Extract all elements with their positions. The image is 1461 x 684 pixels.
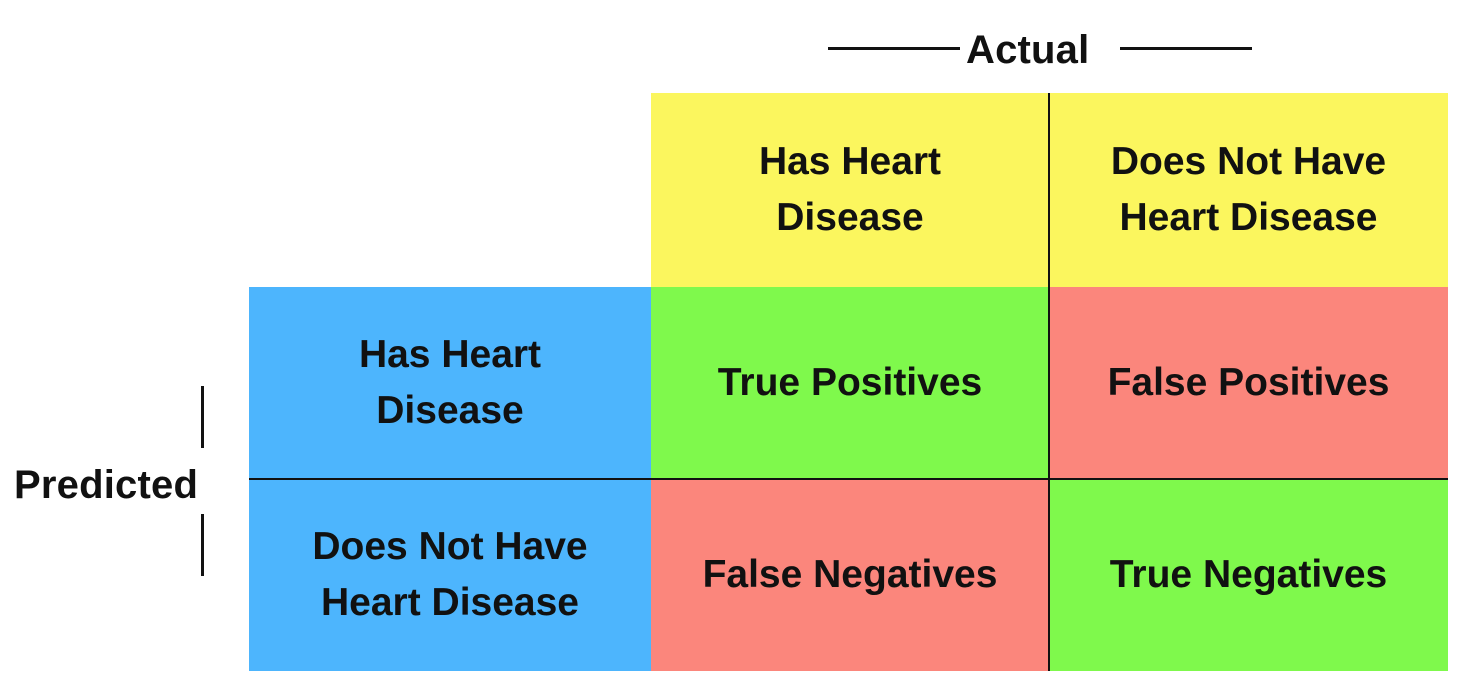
cell-label: True Negatives [1109, 553, 1388, 596]
row-header-line2: Disease [376, 389, 524, 432]
predicted-bottom-line [201, 514, 204, 576]
column-header-line2: Heart Disease [1119, 196, 1378, 239]
column-header-line2: Disease [776, 196, 924, 239]
actual-left-line [828, 47, 960, 50]
column-header-no-disease: Does Not Have Heart Disease [1049, 93, 1448, 287]
cell-false-negatives: False Negatives [651, 479, 1049, 671]
column-header-line1: Has Heart [758, 140, 942, 183]
predicted-top-line [201, 386, 204, 448]
column-header-line1: Does Not Have [1110, 140, 1387, 183]
horizontal-divider [249, 478, 1448, 480]
cell-label: False Negatives [702, 553, 998, 596]
vertical-divider [1048, 93, 1050, 671]
actual-axis-label: Actual [966, 28, 1090, 72]
row-header-no-disease: Does Not Have Heart Disease [249, 479, 651, 671]
cell-label: True Positives [717, 361, 983, 404]
row-header-line1: Has Heart [358, 333, 542, 376]
row-header-line1: Does Not Have [312, 525, 588, 568]
row-header-line2: Heart Disease [321, 581, 579, 624]
predicted-axis-label: Predicted [14, 463, 199, 507]
cell-true-negatives: True Negatives [1049, 479, 1448, 671]
column-header-has-disease: Has Heart Disease [651, 93, 1049, 287]
cell-false-positives: False Positives [1049, 287, 1448, 479]
cell-label: False Positives [1107, 361, 1390, 404]
cell-true-positives: True Positives [651, 287, 1049, 479]
actual-right-line [1120, 47, 1252, 50]
row-header-has-disease: Has Heart Disease [249, 287, 651, 479]
